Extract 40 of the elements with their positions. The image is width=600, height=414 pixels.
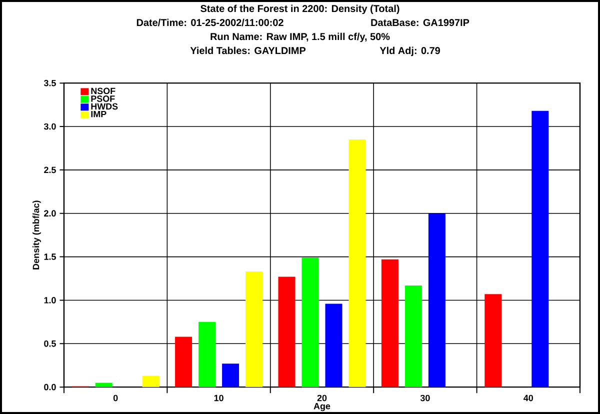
bar [428, 213, 446, 388]
bar [198, 322, 216, 388]
bar [278, 276, 296, 388]
y-tick-label: 0.5 [44, 340, 56, 347]
y-tick-label: 1.0 [44, 297, 56, 304]
bar [222, 364, 240, 388]
legend-label: IMP [91, 111, 106, 118]
y-tick-label: 2.0 [44, 210, 56, 217]
bar [532, 110, 549, 388]
y-tick-label: 2.5 [44, 166, 56, 174]
y-tick-label: 3.0 [44, 123, 56, 130]
y-axis-title: Density (mbf/ac) [32, 200, 41, 270]
bar [381, 259, 398, 388]
x-axis-title: Age [314, 403, 330, 412]
x-tick-label: 40 [524, 394, 534, 402]
bar [348, 140, 366, 388]
y-tick-label: 3.5 [44, 80, 56, 86]
text: Run Name: Raw IMP, 1.5 mill cf/y, 50% [210, 32, 390, 42]
bar [246, 272, 263, 388]
chart-title: State of the Forest in 2200: Density (Total) [200, 4, 400, 14]
bar [95, 382, 112, 388]
text: Yield Tables: GAYLDIMP [190, 46, 306, 54]
bar [142, 376, 160, 388]
y-tick-label: 1.5 [44, 254, 56, 260]
text: Date/Time: 01-25-2002/11:00:02 [136, 18, 284, 26]
text: Yld Adj: 0.79 [380, 46, 440, 56]
x-tick-label: 30 [420, 394, 430, 402]
bar [302, 258, 319, 388]
x-tick-label: 0 [113, 394, 118, 402]
bar [484, 294, 502, 388]
x-tick-label: 20 [317, 394, 327, 402]
x-tick-label: 10 [214, 394, 224, 402]
bar [175, 336, 192, 388]
text: DataBase: GA1997IP [371, 19, 470, 26]
legend-label: HWDS [91, 103, 118, 110]
bar [404, 285, 422, 388]
bar [325, 304, 342, 388]
y-tick-label: 0.0 [44, 384, 56, 390]
legend-label: NSOF [91, 88, 116, 94]
legend-label: PSOF [91, 96, 115, 102]
